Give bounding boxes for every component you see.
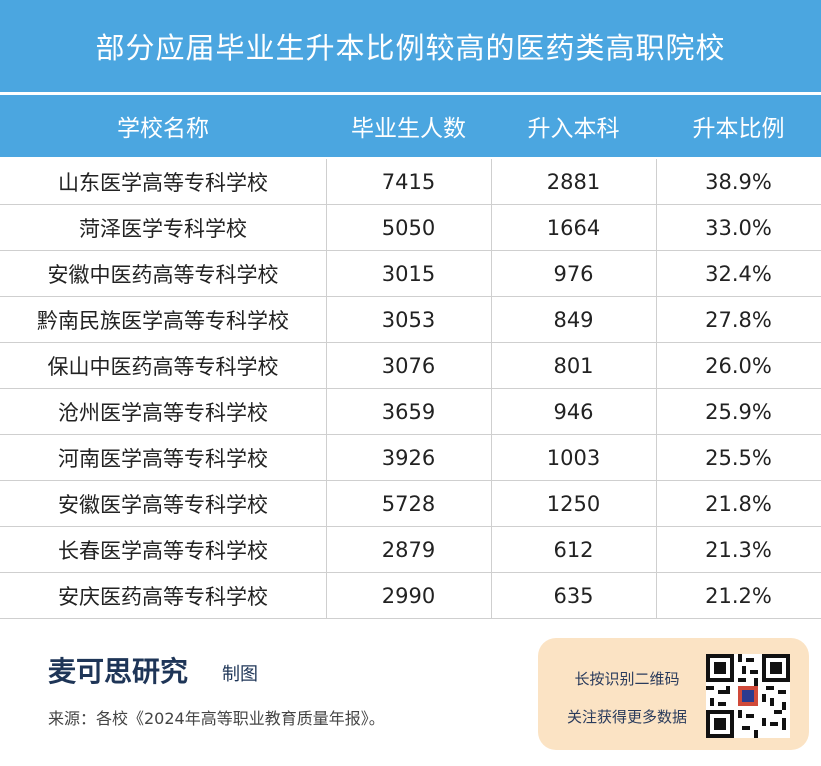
qr-line-1: 长按识别二维码 xyxy=(574,670,680,688)
table-row: 安庆医药高等专科学校 2990 635 21.2% xyxy=(0,573,821,619)
school-name-cell: 菏泽医学专科学校 xyxy=(79,216,247,241)
column-divider xyxy=(656,159,657,619)
table-row: 沧州医学高等专科学校 3659 946 25.9% xyxy=(0,389,821,435)
school-name-cell: 沧州医学高等专科学校 xyxy=(58,400,268,425)
upgraded-cell: 849 xyxy=(553,307,594,332)
school-name-cell: 山东医学高等专科学校 xyxy=(58,170,268,195)
graduates-cell: 2879 xyxy=(381,537,436,562)
school-name-cell: 保山中医药高等专科学校 xyxy=(47,354,279,379)
upgraded-cell: 801 xyxy=(553,353,594,378)
table-row: 保山中医药高等专科学校 3076 801 26.0% xyxy=(0,343,821,389)
graduates-cell: 3053 xyxy=(381,307,436,332)
school-name-cell: 河南医学高等专科学校 xyxy=(58,446,268,471)
upgraded-cell: 1664 xyxy=(546,215,601,240)
header-school-name: 学校名称 xyxy=(117,116,209,142)
graduates-cell: 5050 xyxy=(381,215,436,240)
qr-code-icon[interactable] xyxy=(706,654,790,738)
data-table: 山东医学高等专科学校 7415 2881 38.9% 菏泽医学专科学校 5050 1664 3… xyxy=(0,159,821,619)
ratio-cell: 26.0% xyxy=(705,353,772,378)
brand-subtitle: 制图 xyxy=(222,664,258,685)
ratio-cell: 32.4% xyxy=(705,261,772,286)
ratio-cell: 25.5% xyxy=(705,445,772,470)
ratio-cell: 25.9% xyxy=(705,399,772,424)
upgraded-cell: 2881 xyxy=(546,169,601,194)
brand-logo-text: 麦可思研究 xyxy=(48,655,189,688)
header-upgraded: 升入本科 xyxy=(527,116,620,142)
table-row: 长春医学高等专科学校 2879 612 21.3% xyxy=(0,527,821,573)
ratio-cell: 21.3% xyxy=(705,537,772,562)
school-name-cell: 安庆医药高等专科学校 xyxy=(58,584,268,609)
graduates-cell: 5728 xyxy=(381,491,436,516)
upgraded-cell: 1250 xyxy=(546,491,601,516)
graduates-cell: 3926 xyxy=(381,445,436,470)
school-name-cell: 安徽中医药高等专科学校 xyxy=(47,262,279,287)
table-row: 黔南民族医学高等专科学校 3053 849 27.8% xyxy=(0,297,821,343)
upgraded-cell: 635 xyxy=(553,583,594,608)
table-row: 山东医学高等专科学校 7415 2881 38.9% xyxy=(0,159,821,205)
graduates-cell: 3015 xyxy=(381,261,436,286)
ratio-cell: 38.9% xyxy=(705,169,772,194)
table-header: 学校名称 毕业生人数 升入本科 升本比例 xyxy=(0,95,821,157)
table-row: 河南医学高等专科学校 3926 1003 25.5% xyxy=(0,435,821,481)
page-title: 部分应届毕业生升本比例较高的医药类高职院校 xyxy=(0,0,821,92)
table-row: 菏泽医学专科学校 5050 1664 33.0% xyxy=(0,205,821,251)
header-graduates: 毕业生人数 xyxy=(351,116,466,142)
column-divider xyxy=(491,159,492,619)
ratio-cell: 21.2% xyxy=(705,583,772,608)
upgraded-cell: 1003 xyxy=(546,445,601,470)
school-name-cell: 长春医学高等专科学校 xyxy=(58,538,268,563)
school-name-cell: 黔南民族医学高等专科学校 xyxy=(37,308,289,333)
source-note: 来源：各校《2024年高等职业教育质量年报》。 xyxy=(48,709,385,728)
qr-code-graphic xyxy=(706,654,790,738)
table-row: 安徽中医药高等专科学校 3015 976 32.4% xyxy=(0,251,821,297)
graduates-cell: 2990 xyxy=(381,583,436,608)
school-name-cell: 安徽医学高等专科学校 xyxy=(58,492,268,517)
ratio-cell: 27.8% xyxy=(705,307,772,332)
upgraded-cell: 946 xyxy=(553,399,594,424)
graduates-cell: 3076 xyxy=(381,353,436,378)
table-row: 安徽医学高等专科学校 5728 1250 21.8% xyxy=(0,481,821,527)
column-divider xyxy=(326,159,327,619)
header-ratio: 升本比例 xyxy=(692,116,785,142)
ratio-cell: 21.8% xyxy=(705,491,772,516)
title-text: 部分应届毕业生升本比例较高的医药类高职院校 xyxy=(95,31,726,65)
upgraded-cell: 612 xyxy=(553,537,594,562)
ratio-cell: 33.0% xyxy=(705,215,772,240)
upgraded-cell: 976 xyxy=(553,261,594,286)
graduates-cell: 3659 xyxy=(381,399,436,424)
graduates-cell: 7415 xyxy=(381,169,436,194)
qr-line-2: 关注获得更多数据 xyxy=(566,708,687,726)
